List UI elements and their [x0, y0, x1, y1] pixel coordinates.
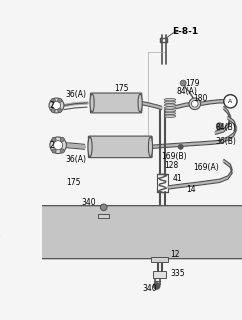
Circle shape: [100, 204, 107, 211]
Circle shape: [58, 99, 62, 102]
Text: 2: 2: [50, 101, 55, 110]
Text: A: A: [0, 232, 1, 237]
Text: 175: 175: [66, 178, 80, 187]
FancyBboxPatch shape: [88, 136, 152, 158]
Circle shape: [0, 231, 2, 238]
Circle shape: [51, 99, 55, 102]
Circle shape: [224, 95, 237, 108]
Ellipse shape: [164, 112, 176, 115]
Bar: [151, 257, 168, 262]
Circle shape: [178, 144, 183, 149]
Circle shape: [216, 123, 223, 130]
Circle shape: [0, 228, 5, 241]
Circle shape: [58, 108, 62, 113]
Circle shape: [49, 98, 64, 113]
Circle shape: [52, 149, 56, 153]
Ellipse shape: [164, 109, 176, 112]
Bar: [98, 214, 109, 218]
Ellipse shape: [90, 94, 94, 112]
Text: 36(A): 36(A): [66, 90, 87, 99]
Circle shape: [180, 80, 186, 86]
Text: 2: 2: [50, 141, 55, 150]
Text: 169(A): 169(A): [193, 163, 219, 172]
Circle shape: [153, 283, 160, 289]
Text: 175: 175: [115, 84, 129, 92]
Ellipse shape: [88, 137, 92, 157]
Ellipse shape: [138, 94, 142, 112]
Circle shape: [50, 137, 66, 154]
Circle shape: [52, 101, 60, 109]
Text: 179: 179: [185, 79, 199, 88]
Ellipse shape: [164, 99, 176, 101]
Text: 340: 340: [143, 284, 157, 293]
Circle shape: [51, 108, 55, 113]
Text: 41: 41: [173, 174, 182, 183]
Ellipse shape: [164, 115, 176, 117]
Text: E-8-1: E-8-1: [173, 27, 199, 36]
Text: 36(B): 36(B): [215, 137, 236, 146]
Text: A: A: [228, 99, 233, 104]
Text: 12: 12: [170, 250, 179, 259]
Text: 84(A): 84(A): [177, 87, 197, 96]
FancyBboxPatch shape: [20, 206, 242, 259]
Bar: [153, 271, 166, 278]
Text: 169(B): 169(B): [162, 152, 187, 161]
Ellipse shape: [164, 101, 176, 104]
Circle shape: [191, 100, 198, 107]
Circle shape: [60, 149, 64, 153]
Circle shape: [60, 137, 64, 141]
Text: 84(B): 84(B): [215, 123, 236, 132]
Ellipse shape: [164, 104, 176, 107]
Circle shape: [53, 141, 63, 150]
Text: 128: 128: [164, 161, 178, 171]
FancyBboxPatch shape: [91, 93, 142, 113]
Text: 14: 14: [187, 185, 196, 194]
Text: 36(A): 36(A): [66, 155, 87, 164]
Ellipse shape: [20, 209, 28, 255]
Circle shape: [189, 98, 201, 109]
Ellipse shape: [148, 137, 152, 157]
Text: 180: 180: [193, 94, 207, 103]
Text: 335: 335: [170, 269, 185, 278]
Circle shape: [52, 137, 56, 141]
Ellipse shape: [164, 107, 176, 109]
Text: 340: 340: [82, 198, 96, 207]
